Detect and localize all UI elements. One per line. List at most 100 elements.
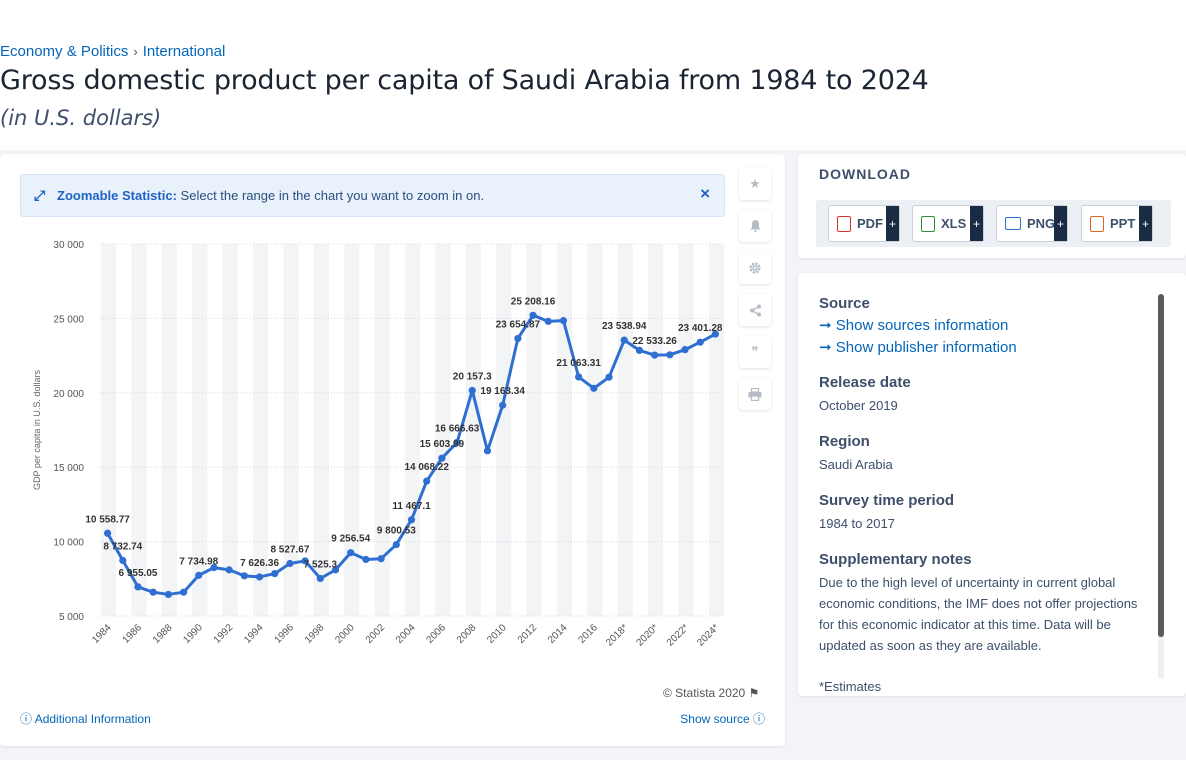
data-point[interactable]: [438, 454, 446, 462]
data-point[interactable]: [271, 569, 279, 578]
data-point[interactable]: [134, 583, 142, 591]
scrollbar-thumb[interactable]: [1158, 294, 1164, 637]
data-point[interactable]: [529, 311, 537, 319]
plus-icon: +: [970, 206, 983, 241]
data-point[interactable]: [514, 334, 522, 343]
data-point[interactable]: [483, 447, 492, 455]
grid-band: [678, 244, 694, 616]
data-point[interactable]: [407, 516, 416, 524]
data-label: 23 654.87: [496, 319, 541, 330]
download-ppt-button[interactable]: PPT +: [1081, 205, 1153, 242]
xls-file-icon: [921, 215, 935, 232]
additional-information-text: Additional Information: [34, 712, 151, 726]
data-label: 21 063.31: [556, 358, 601, 369]
expand-arrows-icon: ⤢: [34, 187, 46, 203]
chart-tools: ★ ❞: [739, 168, 771, 420]
data-label: 23 401.28: [678, 323, 723, 334]
star-icon[interactable]: ★: [739, 168, 771, 200]
breadcrumb-international[interactable]: International: [142, 43, 226, 60]
region-value: Saudi Arabia: [819, 457, 893, 472]
data-label: 8 732.74: [103, 541, 142, 552]
grid-band: [526, 244, 542, 616]
data-point[interactable]: [651, 351, 659, 359]
data-point[interactable]: [575, 373, 583, 381]
x-tick-label: 2008: [455, 622, 479, 646]
breadcrumb-economy-politics[interactable]: Economy & Politics: [0, 43, 129, 60]
grid-band: [161, 244, 177, 616]
data-point[interactable]: [468, 386, 476, 395]
data-point[interactable]: [423, 477, 431, 485]
data-point[interactable]: [711, 330, 720, 338]
show-sources-text: Show sources information: [835, 317, 1009, 334]
data-point[interactable]: [119, 556, 127, 565]
print-icon[interactable]: [739, 378, 771, 410]
data-point[interactable]: [195, 571, 203, 579]
data-point[interactable]: [301, 557, 309, 565]
data-point[interactable]: [544, 317, 552, 325]
data-point[interactable]: [453, 438, 461, 447]
data-label: 7 734.98: [179, 556, 218, 567]
download-png-button[interactable]: PNG +: [996, 205, 1068, 242]
download-pdf-button[interactable]: PDF +: [828, 205, 900, 242]
show-publisher-text: Show publisher information: [835, 339, 1017, 356]
data-point[interactable]: [255, 573, 264, 581]
data-label: 9 256.54: [331, 534, 370, 545]
data-point[interactable]: [559, 317, 568, 325]
quote-icon[interactable]: ❞: [739, 336, 771, 368]
data-point[interactable]: [347, 549, 355, 557]
share-icon[interactable]: [739, 294, 771, 326]
data-point[interactable]: [210, 564, 218, 572]
show-publisher-link[interactable]: ➞ Show publisher information: [819, 338, 1154, 356]
x-tick-label: 2006: [425, 622, 449, 646]
data-point[interactable]: [590, 384, 598, 392]
line-chart[interactable]: 5 000 10 000 15 000 20 000 25 000 30 000 GDP p…: [0, 154, 735, 674]
data-point[interactable]: [103, 529, 112, 537]
data-point[interactable]: [240, 572, 248, 580]
show-source-link[interactable]: Show source ⓘ: [680, 710, 765, 727]
data-point[interactable]: [286, 559, 294, 568]
download-xls-label: XLS: [941, 216, 967, 231]
data-label: 10 558.77: [85, 514, 130, 525]
data-point[interactable]: [635, 346, 644, 354]
data-point[interactable]: [316, 574, 324, 583]
data-point[interactable]: [666, 351, 674, 359]
plus-icon: +: [886, 206, 899, 241]
grid-band: [435, 244, 451, 616]
data-point[interactable]: [392, 540, 400, 549]
download-title: DOWNLOAD: [819, 166, 911, 182]
bell-icon[interactable]: [739, 210, 771, 242]
show-sources-link[interactable]: ➞ Show sources information: [819, 316, 1154, 334]
page-subtitle: (in U.S. dollars): [0, 106, 162, 130]
data-point[interactable]: [499, 401, 507, 409]
additional-information-link[interactable]: ⓘ Additional Information: [20, 710, 151, 727]
gear-icon[interactable]: [739, 252, 771, 284]
download-xls-button[interactable]: XLS +: [912, 205, 984, 242]
data-point[interactable]: [179, 588, 188, 596]
data-point[interactable]: [149, 588, 157, 596]
data-point[interactable]: [377, 555, 385, 563]
data-point[interactable]: [696, 338, 704, 346]
info-icon: ⓘ: [20, 712, 33, 726]
zoom-label: Zoomable Statistic:: [57, 188, 177, 203]
data-point[interactable]: [681, 346, 689, 354]
data-point[interactable]: [331, 566, 340, 574]
grid-band: [252, 244, 269, 616]
data-label: 19 163.34: [480, 386, 525, 397]
data-point[interactable]: [164, 590, 172, 599]
x-tick-label: 2010: [485, 622, 509, 646]
data-point[interactable]: [620, 336, 628, 344]
grid-band: [222, 244, 238, 616]
data-label: 8 527.67: [270, 545, 309, 556]
supplementary-notes-heading: Supplementary notes: [819, 551, 972, 568]
release-date-heading: Release date: [819, 374, 911, 391]
grid-band: [101, 244, 117, 616]
flag-icon[interactable]: ⚑: [748, 686, 760, 700]
download-card: DOWNLOAD PDF + XLS + PNG + PPT +: [798, 154, 1186, 258]
source-heading: Source: [819, 295, 870, 312]
plus-icon: +: [1054, 206, 1067, 241]
data-point[interactable]: [225, 566, 233, 574]
close-icon[interactable]: ×: [700, 184, 710, 203]
top-bar: [0, 0, 1186, 40]
data-point[interactable]: [362, 555, 370, 564]
data-point[interactable]: [605, 373, 613, 381]
